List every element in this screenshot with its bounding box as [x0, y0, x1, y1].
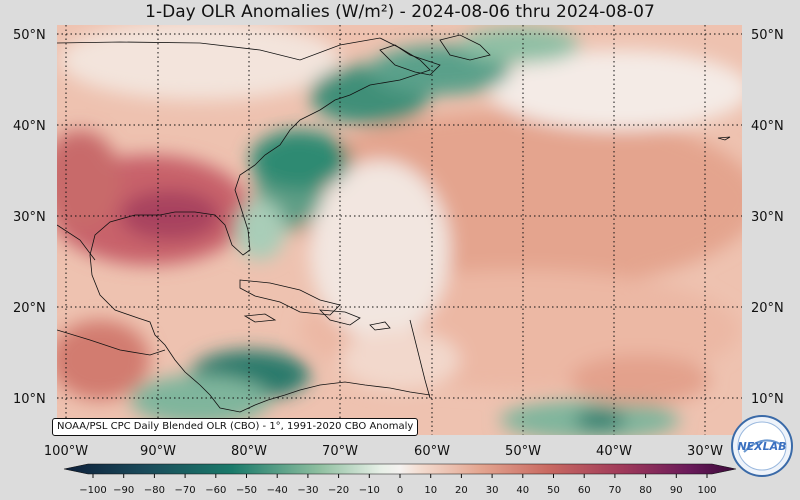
- lat-label: 20°N: [751, 301, 784, 316]
- colorbar-tick-label: −60: [205, 485, 226, 496]
- anomaly-field: [57, 25, 742, 435]
- lat-label: 10°N: [751, 392, 784, 407]
- colorbar-tick-label: 40: [516, 485, 529, 496]
- lon-label: 100°W: [44, 444, 88, 459]
- colorbar-tick-label: 60: [578, 485, 591, 496]
- colorbar-tick-label: 100: [697, 485, 716, 496]
- colorbar-tick-label: 80: [639, 485, 652, 496]
- colorbar-tick-label: −40: [267, 485, 288, 496]
- colorbar-tick-label: −20: [328, 485, 349, 496]
- colorbar: −100 −90 −80 −70 −60 −50 −40 −30 −20 −10 0 10 20 30 40…: [63, 463, 737, 496]
- lat-label: 50°N: [751, 28, 784, 43]
- lon-label: 30°W: [687, 444, 723, 459]
- lat-labels-left: 50°N 40°N 30°N 20°N 10°N: [13, 28, 46, 407]
- coastlines: [57, 34, 731, 413]
- lat-label: 50°N: [13, 28, 46, 43]
- lon-label: 50°W: [505, 444, 541, 459]
- lon-label: 40°W: [596, 444, 632, 459]
- data-credit-label: NOAA/PSL CPC Daily Blended OLR (CBO) - 1…: [52, 418, 419, 436]
- colorbar-tick-label: −90: [113, 485, 134, 496]
- colorbar-tick-label: 70: [609, 485, 622, 496]
- lat-label: 40°N: [751, 119, 784, 134]
- colorbar-tick-label: 30: [486, 485, 499, 496]
- colorbar-tick-label: −80: [144, 485, 165, 496]
- colorbar-tick-label: −50: [236, 485, 257, 496]
- lat-label: 30°N: [13, 210, 46, 225]
- colorbar-tick-label: −70: [175, 485, 196, 496]
- lat-label: 30°N: [751, 210, 784, 225]
- lon-label: 90°W: [140, 444, 176, 459]
- colorbar-tick-label: 50: [547, 485, 560, 496]
- map-title: 1-Day OLR Anomalies (W/m²) - 2024-08-06 …: [145, 2, 655, 22]
- colorbar-tick-label: 20: [455, 485, 468, 496]
- lon-labels: 100°W 90°W 80°W 70°W 60°W 50°W 40°W 30°W: [44, 444, 723, 459]
- lon-label: 80°W: [231, 444, 267, 459]
- lat-label: 10°N: [13, 392, 46, 407]
- colorbar-tick-label: 10: [424, 485, 437, 496]
- colorbar-ticks: −100 −90 −80 −70 −60 −50 −40 −30 −20 −10 0 10 20 30 40…: [79, 474, 717, 496]
- lat-label: 40°N: [13, 119, 46, 134]
- lat-label: 20°N: [13, 301, 46, 316]
- colorbar-tick-label: 90: [670, 485, 683, 496]
- colorbar-tick-label: −100: [79, 485, 106, 496]
- nexlab-logo: NEXLAB: [731, 415, 793, 477]
- lat-labels-right: 50°N 40°N 30°N 20°N 10°N: [751, 28, 784, 407]
- svg-text:NEXLAB: NEXLAB: [737, 440, 786, 453]
- colorbar-tick-label: 0: [397, 485, 403, 496]
- colorbar-tick-label: −10: [359, 485, 380, 496]
- gridlines: [57, 25, 742, 435]
- lon-label: 70°W: [322, 444, 358, 459]
- lon-label: 60°W: [414, 444, 450, 459]
- colorbar-tick-label: −30: [297, 485, 318, 496]
